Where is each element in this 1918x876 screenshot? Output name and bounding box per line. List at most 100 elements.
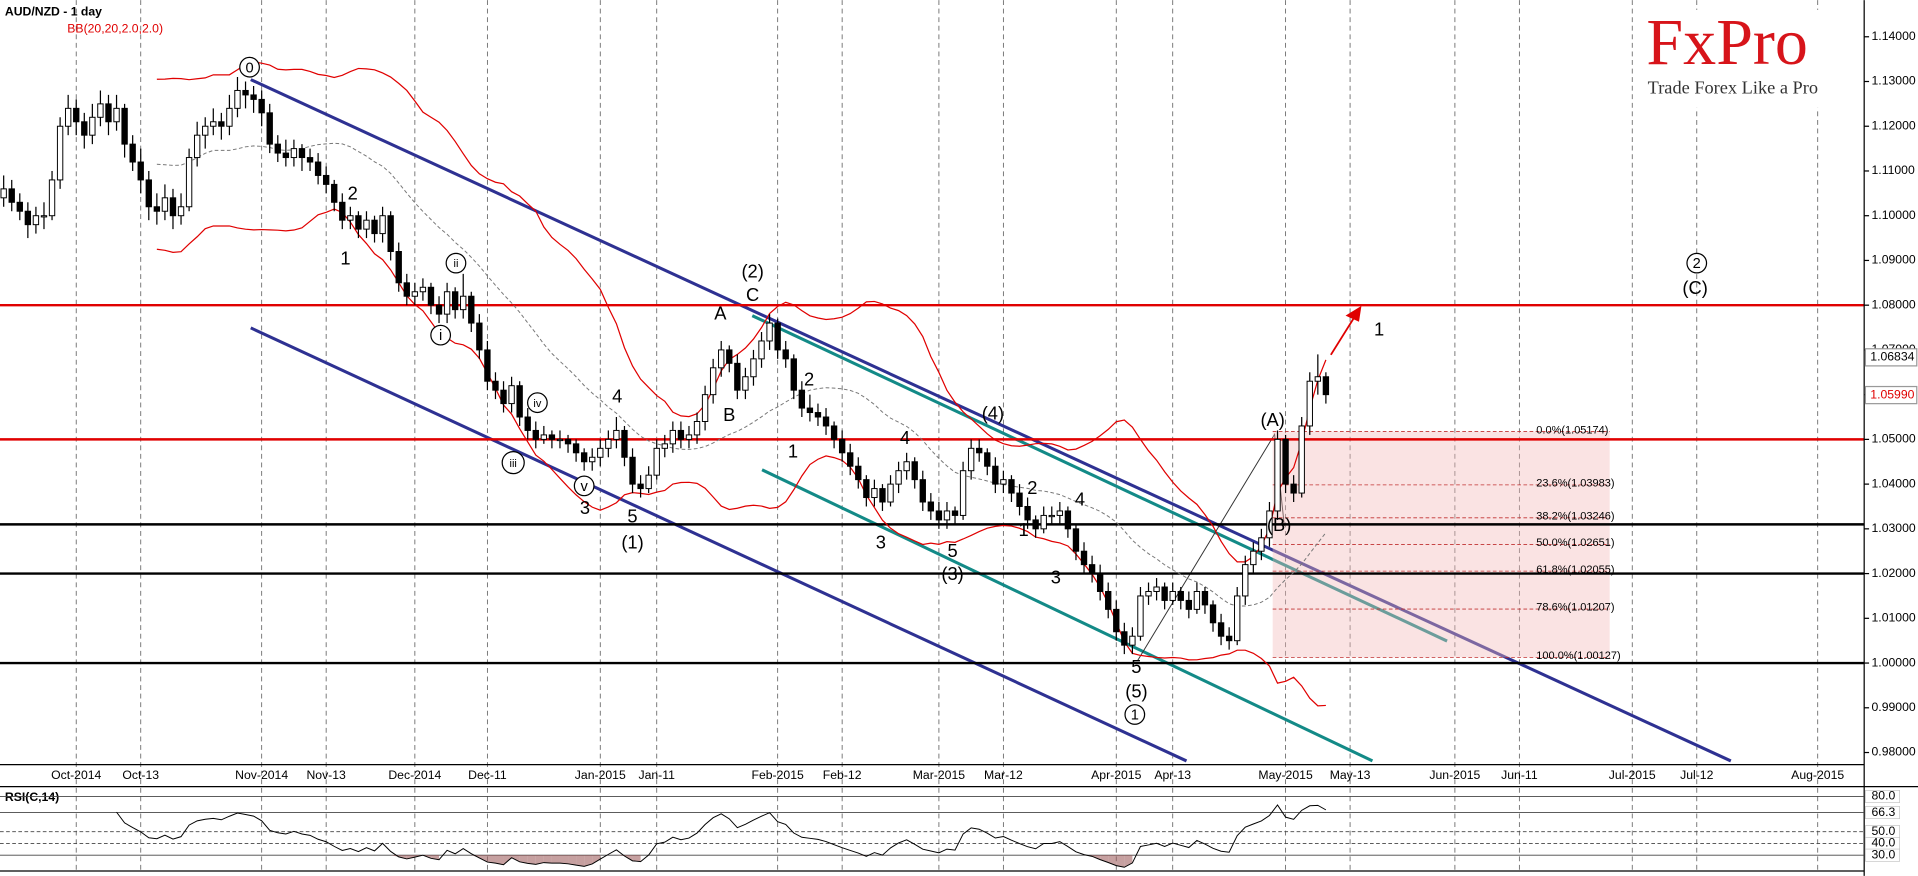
candle-body	[1161, 586, 1168, 601]
candle-body	[540, 434, 548, 440]
candle-body	[798, 389, 806, 409]
y-tick-label: 1.04000	[1872, 476, 1916, 490]
candle-body	[145, 179, 152, 208]
wave-label: 3	[580, 497, 590, 518]
candle-body	[1250, 550, 1257, 566]
candle-body	[927, 501, 935, 512]
y-tick-label: 1.02000	[1872, 566, 1916, 580]
rsi-oversold	[1124, 855, 1133, 868]
candle-body	[814, 412, 822, 418]
candle-body	[911, 461, 918, 481]
wave-label: (5)	[1125, 680, 1147, 701]
candle-body	[1048, 514, 1055, 518]
candle-body	[202, 125, 209, 136]
price-box	[1864, 385, 1918, 405]
candle-body	[468, 295, 475, 324]
candle-body	[959, 470, 967, 516]
rsi-oversold	[495, 855, 504, 865]
candle-body	[403, 282, 410, 297]
fib-label: 78.6%(1.01207)	[1536, 602, 1614, 614]
x-tick-label: Jun-2015	[1429, 768, 1480, 782]
y-tick-label: 1.14000	[1872, 29, 1916, 43]
wave-label: (4)	[982, 403, 1004, 424]
x-tick-label: Mar-12	[984, 768, 1023, 782]
rsi-tick-box	[1865, 848, 1900, 862]
candle-body	[56, 125, 64, 181]
x-tick-label: May-13	[1330, 768, 1371, 782]
candle-body	[460, 295, 467, 311]
annotation-circle	[526, 392, 548, 414]
rsi-oversold	[592, 855, 601, 864]
candle-body	[976, 447, 983, 454]
rsi-oversold	[551, 855, 560, 864]
candle-body	[838, 438, 846, 454]
candle-body	[669, 429, 677, 445]
candle-body	[371, 219, 378, 235]
candle-body	[887, 483, 894, 503]
candle-body	[1258, 537, 1265, 552]
candle-body	[726, 349, 733, 364]
candle-body	[532, 429, 539, 440]
y-tick-label: 1.05000	[1872, 432, 1916, 446]
annotation-circle	[239, 56, 260, 78]
candle-body	[935, 510, 943, 521]
candle-body	[1185, 599, 1193, 610]
candle-body	[718, 349, 725, 369]
logo: FxPro	[1646, 6, 1808, 79]
candle-body	[1040, 514, 1047, 530]
y-tick-label: 1.11000	[1872, 163, 1915, 177]
candle-body	[290, 148, 298, 159]
rsi-oversold	[1100, 855, 1109, 863]
fib-label: 23.6%(1.03983)	[1536, 478, 1614, 490]
x-tick-label: Oct-2014	[51, 768, 101, 782]
candle-body	[411, 291, 419, 297]
candle-body	[782, 349, 789, 360]
x-tick-label: Jul-12	[1680, 768, 1713, 782]
wave-label: (2)	[741, 261, 763, 282]
candle-body	[1234, 595, 1241, 642]
candle-body	[451, 291, 459, 311]
rsi-line	[116, 804, 1327, 868]
rsi-oversold	[559, 855, 569, 864]
wave-label: 5	[1131, 656, 1141, 677]
candle-body	[1072, 528, 1080, 552]
rsi-oversold	[511, 855, 520, 862]
wave-label: (A)	[1260, 409, 1284, 430]
candle-body	[298, 148, 306, 159]
bb-lower	[156, 208, 1326, 707]
candle-body	[1105, 590, 1112, 610]
candle-body	[355, 215, 362, 230]
wave-label: iii	[510, 458, 517, 470]
channel-line	[250, 326, 1188, 763]
channel-line	[250, 78, 1732, 763]
x-tick-label: Dec-2014	[388, 768, 441, 782]
candle-body	[1032, 519, 1039, 530]
candle-body	[1282, 438, 1289, 485]
candle-body	[637, 483, 644, 490]
candle-body	[137, 161, 144, 181]
candle-body	[863, 479, 870, 499]
candle-body	[1217, 622, 1225, 637]
arrow-shaft	[1330, 315, 1357, 356]
candle-body	[734, 362, 741, 391]
candle-body	[443, 291, 451, 315]
candle-body	[701, 394, 709, 422]
wave-label: B	[723, 404, 735, 425]
candle-body	[806, 407, 814, 414]
wave-label: 0	[245, 60, 253, 76]
x-tick-label: Jun-11	[1501, 768, 1538, 782]
candle-body	[1209, 604, 1217, 624]
wave-label: 1	[1131, 708, 1139, 724]
candle-body	[951, 510, 959, 516]
rsi-tick-label: 50.0	[1872, 824, 1896, 838]
y-tick-label: 1.13000	[1872, 74, 1916, 88]
candle-body	[185, 157, 193, 208]
candle-body	[1056, 510, 1064, 516]
x-tick-label: Feb-12	[823, 768, 862, 782]
y-tick-label: 1.00000	[1872, 655, 1916, 669]
candle-body	[339, 201, 346, 221]
candle-body	[1298, 425, 1305, 494]
bb-middle	[156, 142, 1327, 607]
